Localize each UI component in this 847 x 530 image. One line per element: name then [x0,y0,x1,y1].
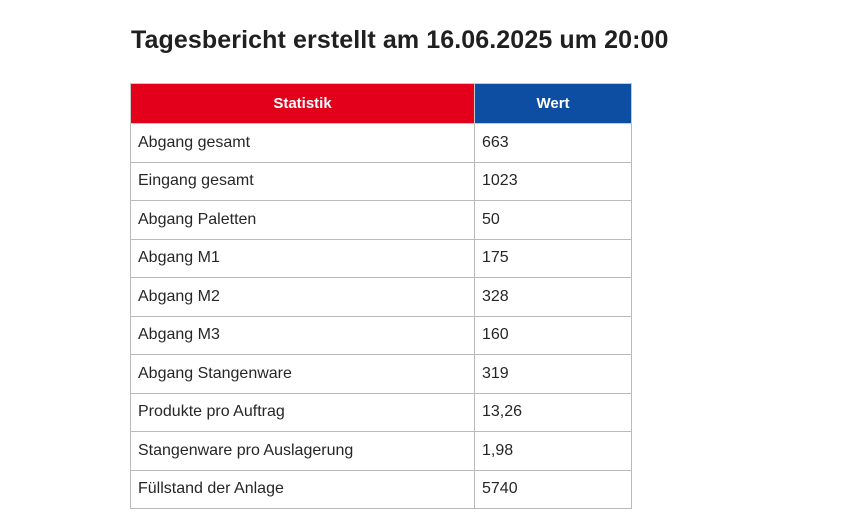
statistic-label: Abgang gesamt [130,123,475,163]
table-row: Abgang Paletten 50 [130,200,632,240]
header-statistik: Statistik [130,83,475,124]
table-row: Stangenware pro Auslagerung 1,98 [130,431,632,471]
table-header-row: Statistik Wert [130,83,632,124]
statistic-value: 663 [474,123,632,163]
table-row: Abgang M1 175 [130,238,632,278]
statistic-value: 328 [474,277,632,317]
statistics-table: Statistik Wert Abgang gesamt 663 Eingang… [130,83,632,509]
statistic-value: 160 [474,315,632,355]
table-row: Abgang M2 328 [130,277,632,317]
statistic-label: Abgang M1 [130,238,475,278]
statistic-value: 175 [474,238,632,278]
statistic-label: Eingang gesamt [130,161,475,201]
table-row: Füllstand der Anlage 5740 [130,469,632,509]
table-row: Abgang M3 160 [130,315,632,355]
statistic-label: Abgang Paletten [130,200,475,240]
statistic-value: 13,26 [474,392,632,432]
header-wert: Wert [474,83,632,124]
statistic-value: 1023 [474,161,632,201]
table-row: Eingang gesamt 1023 [130,161,632,201]
statistic-value: 1,98 [474,431,632,471]
statistic-label: Füllstand der Anlage [130,469,475,509]
statistic-label: Produkte pro Auftrag [130,392,475,432]
table-row: Abgang Stangenware 319 [130,354,632,394]
statistic-value: 5740 [474,469,632,509]
statistic-label: Abgang M2 [130,277,475,317]
statistic-label: Abgang Stangenware [130,354,475,394]
table-row: Abgang gesamt 663 [130,123,632,163]
table-row: Produkte pro Auftrag 13,26 [130,392,632,432]
statistic-label: Abgang M3 [130,315,475,355]
statistic-value: 50 [474,200,632,240]
statistic-value: 319 [474,354,632,394]
report-title: Tagesbericht erstellt am 16.06.2025 um 2… [131,26,669,54]
statistic-label: Stangenware pro Auslagerung [130,431,475,471]
